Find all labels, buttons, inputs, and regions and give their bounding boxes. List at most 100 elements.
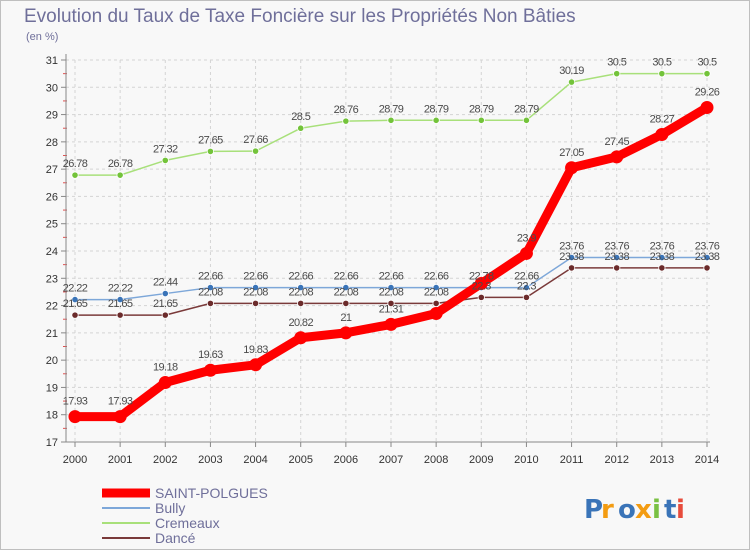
data-point-danc- bbox=[703, 264, 711, 272]
data-label-cremeaux: 26.78 bbox=[108, 158, 133, 170]
data-label-saint-polgues: 21 bbox=[340, 312, 352, 324]
x-tick-label: 2008 bbox=[424, 454, 448, 466]
data-label-bully: 23.76 bbox=[559, 241, 584, 253]
logo-letter: t bbox=[664, 495, 676, 525]
data-label-bully: 22.44 bbox=[153, 277, 178, 289]
data-point-bully bbox=[567, 253, 576, 262]
data-label-saint-polgues: 29.26 bbox=[695, 86, 720, 98]
y-tick-label: 30 bbox=[46, 82, 58, 94]
y-tick-label: 31 bbox=[46, 55, 58, 67]
y-tick-label: 22 bbox=[46, 301, 58, 313]
data-point-danc- bbox=[116, 311, 124, 319]
data-point-saint-polgues bbox=[158, 376, 172, 390]
x-tick-label: 2004 bbox=[243, 454, 267, 466]
data-point-danc- bbox=[658, 264, 666, 272]
y-tick-label: 29 bbox=[46, 110, 58, 122]
axes: 17 18 19 20 21 22 23 24 25 26 27 28 29 30 31 2000 2001 20… bbox=[46, 54, 719, 466]
data-label-danc-: 22.08 bbox=[288, 286, 313, 298]
data-point-saint-polgues bbox=[339, 326, 353, 340]
data-label-bully: 22.66 bbox=[198, 271, 223, 283]
data-label-danc-: 22.08 bbox=[243, 286, 268, 298]
x-tick-label: 2006 bbox=[334, 454, 358, 466]
data-label-cremeaux: 28.79 bbox=[379, 103, 404, 115]
data-label-danc-: 23.38 bbox=[559, 251, 584, 263]
data-point-saint-polgues bbox=[474, 276, 488, 290]
data-point-cremeaux bbox=[477, 116, 485, 124]
y-tick-label: 27 bbox=[46, 164, 58, 176]
data-point-danc- bbox=[522, 293, 531, 301]
logo-letter: o bbox=[618, 495, 636, 525]
data-label-danc-: 21.65 bbox=[63, 298, 88, 310]
data-point-saint-polgues bbox=[294, 331, 308, 345]
data-label-saint-polgues: 27.05 bbox=[559, 147, 584, 159]
data-label-cremeaux: 27.65 bbox=[198, 134, 223, 146]
data-label-danc-: 21.65 bbox=[108, 298, 133, 310]
data-label-cremeaux: 28.79 bbox=[424, 103, 449, 115]
data-point-saint-polgues bbox=[610, 150, 624, 164]
series bbox=[68, 70, 714, 424]
data-point-bully bbox=[206, 283, 215, 292]
data-point-bully bbox=[342, 283, 350, 292]
chart-title: Evolution du Taux de Taxe Foncière sur l… bbox=[24, 6, 576, 27]
legend-label-saint-polgues: SAINT-POLGUES bbox=[155, 485, 268, 501]
data-point-saint-polgues bbox=[700, 100, 714, 114]
data-label-cremeaux: 26.78 bbox=[63, 158, 88, 170]
data-label-saint-polgues: 17.93 bbox=[108, 396, 133, 408]
data-label-cremeaux: 30.19 bbox=[559, 65, 584, 77]
data-label-cremeaux: 28.5 bbox=[291, 111, 310, 123]
data-point-saint-polgues bbox=[68, 410, 82, 424]
data-label-cremeaux: 28.76 bbox=[334, 104, 359, 116]
x-tick-label: 2001 bbox=[108, 454, 132, 466]
data-point-saint-polgues bbox=[655, 127, 669, 141]
data-point-cremeaux bbox=[297, 124, 305, 132]
data-point-cremeaux bbox=[613, 70, 621, 78]
data-point-bully bbox=[522, 283, 531, 292]
data-label-danc-: 22.08 bbox=[379, 286, 404, 298]
data-point-cremeaux bbox=[387, 116, 395, 124]
data-point-bully bbox=[297, 283, 305, 292]
data-point-cremeaux bbox=[342, 117, 350, 125]
data-point-cremeaux bbox=[161, 156, 169, 165]
x-tick-label: 2007 bbox=[379, 454, 403, 466]
y-tick-label: 23 bbox=[46, 273, 58, 285]
data-point-cremeaux bbox=[251, 147, 260, 155]
y-tick-label: 28 bbox=[46, 137, 58, 149]
data-label-bully: 23.76 bbox=[695, 241, 720, 253]
logo-letter: P bbox=[584, 495, 603, 525]
y-tick-label: 20 bbox=[46, 355, 58, 367]
y-tick-label: 21 bbox=[46, 328, 58, 340]
data-point-danc- bbox=[387, 299, 395, 307]
data-label-bully: 22.66 bbox=[243, 271, 268, 283]
x-tick-label: 2005 bbox=[288, 454, 312, 466]
data-label-danc-: 23.38 bbox=[695, 251, 720, 263]
legend-label-bully: Bully bbox=[155, 500, 185, 516]
legend-label-cremeaux: Cremeaux bbox=[155, 515, 220, 531]
data-label-danc-: 22.3 bbox=[472, 280, 491, 292]
x-tick-label: 2000 bbox=[63, 454, 87, 466]
y-tick-label: 26 bbox=[46, 191, 58, 203]
x-tick-label: 2002 bbox=[153, 454, 177, 466]
data-point-cremeaux bbox=[71, 171, 79, 179]
data-label-saint-polgues: 17.93 bbox=[63, 396, 88, 408]
logo-letter: i bbox=[676, 495, 685, 525]
data-labels: 26.78 26.78 27.32 27.65 27.66 28.5 28.76 28.79 2… bbox=[63, 57, 721, 408]
data-point-saint-polgues bbox=[249, 358, 263, 372]
data-point-danc- bbox=[251, 299, 260, 307]
data-label-cremeaux: 30.5 bbox=[697, 57, 716, 69]
data-point-saint-polgues bbox=[565, 161, 579, 175]
x-tick-label: 2014 bbox=[695, 454, 719, 466]
data-point-danc- bbox=[432, 299, 440, 307]
data-point-danc- bbox=[567, 264, 576, 272]
data-label-bully: 22.66 bbox=[514, 271, 539, 283]
data-point-danc- bbox=[342, 299, 350, 307]
y-axis-label: (en %) bbox=[26, 31, 58, 43]
data-label-danc-: 22.08 bbox=[198, 286, 223, 298]
data-label-bully: 23.76 bbox=[604, 241, 629, 253]
x-tick-label: 2013 bbox=[650, 454, 674, 466]
data-point-saint-polgues bbox=[519, 246, 533, 260]
data-label-danc-: 23.38 bbox=[604, 251, 629, 263]
data-label-cremeaux: 28.79 bbox=[514, 103, 539, 115]
x-tick-label: 2009 bbox=[469, 454, 493, 466]
